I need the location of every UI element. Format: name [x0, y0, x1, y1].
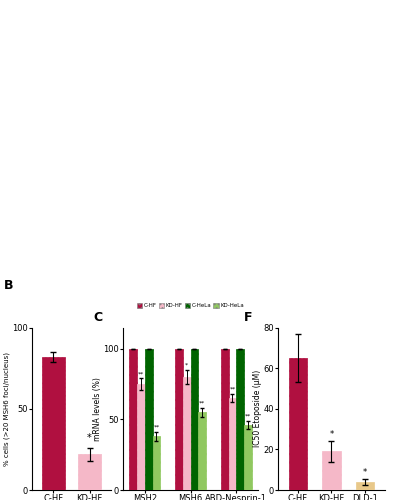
- Bar: [322, 452, 341, 490]
- Bar: [137, 384, 145, 490]
- Text: *: *: [87, 433, 92, 443]
- Text: *: *: [363, 468, 367, 477]
- Bar: [229, 398, 236, 490]
- Text: **: **: [199, 401, 205, 406]
- Text: B: B: [4, 279, 13, 292]
- Bar: [42, 356, 65, 490]
- Bar: [236, 348, 244, 490]
- Bar: [78, 454, 101, 490]
- Bar: [289, 358, 307, 490]
- Bar: [356, 482, 374, 490]
- Bar: [145, 348, 152, 490]
- Bar: [198, 412, 206, 490]
- Bar: [152, 436, 160, 490]
- Text: **: **: [229, 387, 235, 392]
- Text: *: *: [330, 430, 333, 439]
- Bar: [183, 377, 191, 490]
- Text: *: *: [185, 363, 188, 368]
- Bar: [175, 348, 183, 490]
- Legend: C-HF, KD-HF, C-HeLa, KD-HeLa: C-HF, KD-HF, C-HeLa, KD-HeLa: [135, 301, 247, 310]
- Bar: [221, 348, 229, 490]
- Bar: [191, 348, 198, 490]
- Y-axis label: mRNA levels (%): mRNA levels (%): [93, 377, 102, 440]
- Text: **: **: [138, 371, 144, 376]
- Bar: [244, 425, 252, 490]
- Text: C: C: [93, 311, 102, 324]
- Text: **: **: [245, 414, 251, 418]
- Text: **: **: [153, 425, 160, 430]
- Y-axis label: % cells (>20 MSH6 foci/nucleus): % cells (>20 MSH6 foci/nucleus): [4, 352, 10, 466]
- Y-axis label: IC50 Etoposide (μM): IC50 Etoposide (μM): [253, 370, 262, 448]
- Bar: [129, 348, 137, 490]
- Text: F: F: [244, 311, 252, 324]
